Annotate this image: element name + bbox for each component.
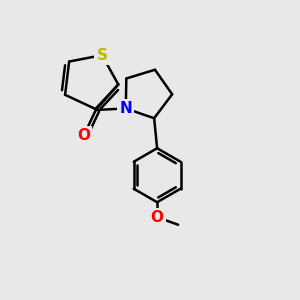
Text: S: S [97, 48, 107, 63]
Text: O: O [77, 128, 90, 143]
Text: O: O [151, 210, 164, 225]
Text: N: N [119, 101, 132, 116]
